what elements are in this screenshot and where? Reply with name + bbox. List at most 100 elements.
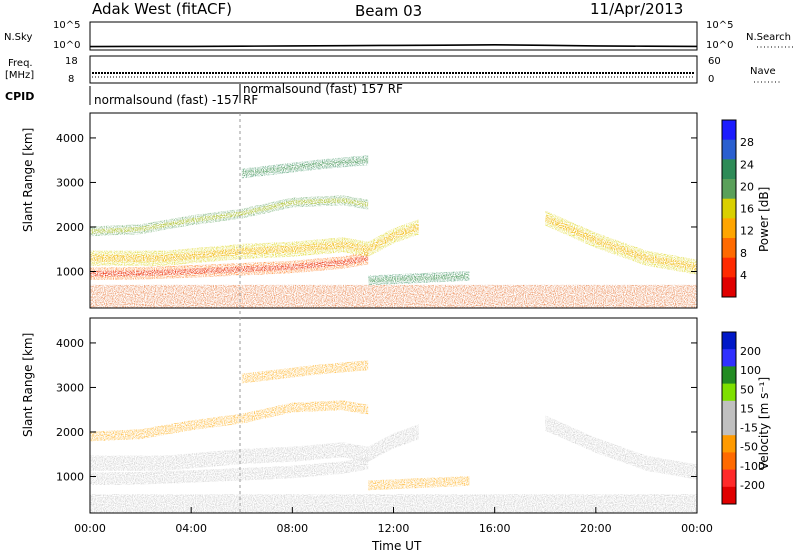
velocity-band [241,360,369,384]
colorbar-tick: 4 [740,269,747,282]
power-band-core [90,198,369,234]
nsky-series-line [89,43,698,48]
colorbar-tick: -200 [740,479,765,492]
colorbar-tick: 8 [740,247,747,260]
power-band-core [368,273,470,283]
velocity-near-range-clutter [90,494,697,513]
nave-label: Nave [750,66,776,77]
colorbar-tick: 200 [740,345,761,358]
nsky-tick-high: 10^5 [53,20,80,31]
colorbar-swatch [722,139,736,160]
ytick-label: 1000 [56,265,84,278]
xtick-label: 00:00 [681,522,713,535]
xtick-label: 16:00 [479,522,511,535]
cpid-panel: CPID normalsound (fast) -157 RF normalso… [5,82,403,107]
ytick-label: 3000 [56,381,84,394]
velocity-ylabel: Slant Range [km] [21,333,35,437]
nave-tick-high: 60 [708,56,721,67]
power-band-core [90,255,369,277]
cpid-segment-1: normalsound (fast) -157 RF [94,93,258,107]
colorbar-swatch [722,238,736,259]
xtick-label: 08:00 [276,522,308,535]
freq-frame [89,55,698,84]
colorbar-swatch [722,383,736,402]
noise-panel: N.Sky 10^5 10^0 10^5 10^0 N.Search [4,20,795,51]
power-yticks: 1000 2000 3000 4000 [56,132,697,278]
xtick-label: 04:00 [175,522,207,535]
power-panel: Slant Range [km] 1000 2000 3000 4000 [21,112,698,309]
colorbar-swatch [722,486,736,505]
nsky-tick-low: 10^0 [53,40,80,51]
velocity-colorbar-label: Velocity [m s⁻¹] [757,377,771,470]
colorbar-swatch [722,418,736,436]
power-heatmap [90,155,697,308]
time-xticks: 00:00 04:00 08:00 12:00 16:00 20:00 00:00 [74,507,713,535]
colorbar-swatch [722,277,736,298]
colorbar-swatch [722,435,736,453]
station-title: Adak West (fitACF) [92,0,232,18]
beam-title: Beam 03 [355,2,422,20]
colorbar-swatch [722,469,736,488]
freq-unit-label: [MHz] [5,70,34,81]
colorbar-tick: 16 [740,203,754,216]
colorbar-swatch [722,257,736,278]
colorbar-tick: 12 [740,225,754,238]
colorbar-swatch [722,349,736,367]
ytick-label: 3000 [56,176,84,189]
colorbar-tick: 100 [740,364,761,377]
freq-label: Freq. [8,58,33,69]
nsearch-label: N.Search [746,32,791,43]
freq-tick-high: 18 [65,56,78,67]
power-colorbar-label: Power [dB] [757,187,771,252]
xtick-label: 20:00 [580,522,612,535]
colorbar-tick: -50 [740,441,758,454]
power-band-core [241,158,369,176]
freq-panel: Freq. [MHz] 18 8 60 0 Nave [5,55,780,85]
cpid-segment-2: normalsound (fast) 157 RF [243,82,403,96]
power-band [90,219,419,266]
power-colorbar: 28 24 20 16 12 8 4 [721,119,754,298]
power-frame [89,112,698,309]
colorbar-tick: -100 [740,460,765,473]
xtick-label: 00:00 [74,522,106,535]
velocity-band [90,424,419,471]
colorbar-tick: 15 [740,402,754,415]
velocity-colorbar: 200 100 50 15 -15 -50 -100 -200 [721,331,765,505]
power-band-core [90,223,419,262]
colorbar-swatch [722,452,736,471]
colorbar-swatch [722,218,736,239]
time-xlabel: Time UT [371,539,422,553]
power-band-core [545,214,697,271]
colorbar-tick: 20 [740,180,754,193]
nsky-label: N.Sky [4,32,32,43]
velocity-band [545,415,697,480]
power-near-range-clutter [90,284,697,308]
ytick-label: 4000 [56,337,84,350]
colorbar-swatch [722,179,736,200]
velocity-band [90,400,369,442]
ytick-label: 2000 [56,221,84,234]
velocity-heatmap [90,360,697,513]
ytick-label: 1000 [56,470,84,483]
noise-frame [89,21,698,51]
nsearch-tick-low: 10^0 [706,40,733,51]
velocity-band [90,456,369,485]
colorbar-frame [721,331,737,505]
colorbar-swatch [722,400,736,419]
xtick-label: 12:00 [378,522,410,535]
ytick-label: 2000 [56,426,84,439]
date-title: 11/Apr/2013 [590,0,683,18]
colorbar-swatch [722,366,736,385]
colorbar-frame [721,119,737,298]
colorbar-tick: -15 [740,422,758,435]
freq-tick-low: 8 [68,74,74,85]
ytick-label: 4000 [56,132,84,145]
velocity-yticks: 1000 2000 3000 4000 [56,337,697,483]
colorbar-swatch [722,332,736,350]
colorbar-swatch [722,159,736,180]
colorbar-swatch [722,198,736,219]
nave-tick-low: 0 [708,74,714,85]
